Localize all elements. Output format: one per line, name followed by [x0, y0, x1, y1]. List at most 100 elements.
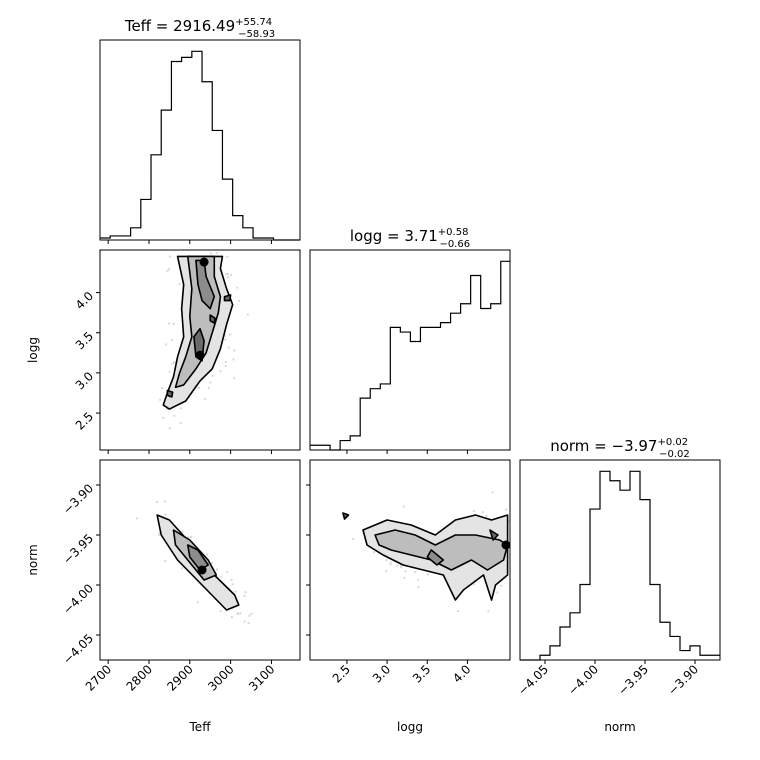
sample-point — [224, 338, 227, 341]
histogram-logg — [310, 260, 510, 451]
density-peak-teff-logg-0 — [199, 257, 209, 267]
sample-point — [505, 508, 508, 511]
sample-point — [209, 252, 212, 255]
sample-point — [403, 577, 406, 580]
sample-point — [159, 398, 162, 401]
sample-point — [243, 594, 246, 597]
sample-point — [173, 414, 176, 417]
title-logg: logg = 3.71+0.58 −0.66 — [350, 227, 470, 250]
sample-point — [233, 349, 236, 352]
sample-point — [229, 333, 232, 336]
x-axis-label-norm: norm — [604, 720, 635, 734]
sample-point — [385, 559, 388, 562]
sample-point — [227, 276, 230, 279]
sample-point — [158, 531, 161, 534]
sample-point — [233, 377, 236, 380]
sample-point — [485, 514, 488, 517]
sample-point — [224, 364, 227, 367]
histogram-teff — [100, 50, 300, 241]
contour-logg-norm-2 — [426, 549, 445, 566]
sample-point — [372, 551, 375, 554]
sample-point — [219, 610, 222, 613]
sample-point — [206, 553, 209, 556]
sample-point — [396, 564, 399, 567]
contour-logg-norm-1 — [374, 529, 509, 571]
sample-point — [178, 283, 181, 286]
sample-point — [487, 610, 490, 613]
sample-point — [173, 361, 176, 364]
contour-teff-logg-4 — [209, 314, 216, 324]
sample-point — [165, 343, 168, 346]
sample-point — [417, 578, 420, 581]
sample-point — [169, 255, 172, 258]
sample-point — [157, 533, 160, 536]
density-peak-teff-norm-0 — [197, 565, 207, 575]
sample-point — [210, 561, 213, 564]
sample-point — [179, 421, 182, 424]
contour-logg-norm-3 — [489, 529, 499, 541]
sample-point — [402, 505, 405, 508]
panel-frame-hist-logg — [309, 249, 511, 451]
title-norm: norm = −3.97+0.02 −0.02 — [550, 437, 690, 460]
sample-point — [417, 586, 420, 589]
density-peak-teff-logg-1 — [195, 350, 205, 360]
sample-point — [399, 564, 402, 567]
sample-point — [181, 530, 184, 533]
sample-point — [230, 578, 233, 581]
sample-point — [456, 610, 459, 613]
sample-point — [168, 322, 171, 325]
sample-point — [236, 612, 239, 615]
sample-point — [220, 575, 223, 578]
sample-point — [246, 313, 249, 316]
sample-point — [234, 590, 237, 593]
sample-point — [197, 386, 200, 389]
y-axis-label-logg: logg — [26, 337, 40, 363]
sample-point — [400, 565, 403, 568]
sample-point — [207, 387, 210, 390]
panel-frame-hist-teff — [99, 39, 301, 241]
sample-point — [224, 360, 227, 363]
y-axis-label-norm: norm — [26, 544, 40, 575]
sample-point — [248, 614, 251, 617]
sample-point — [166, 269, 169, 272]
density-peak-logg-norm-0 — [501, 540, 510, 550]
sample-point — [238, 299, 241, 302]
sample-point — [168, 370, 171, 373]
sample-point — [172, 322, 175, 325]
sample-point — [404, 570, 407, 573]
sample-point — [250, 612, 253, 615]
x-axis-label-logg: logg — [397, 720, 423, 734]
sample-point — [171, 362, 174, 365]
panel-frame-logg-norm — [309, 459, 511, 661]
sample-point — [203, 397, 206, 400]
contour-teff-logg-5 — [223, 294, 232, 302]
sample-point — [211, 374, 214, 377]
sample-point — [162, 416, 165, 419]
sample-point — [236, 286, 239, 289]
sample-point — [219, 370, 222, 373]
sample-point — [414, 570, 417, 573]
sample-point — [165, 407, 168, 410]
sample-point — [231, 583, 234, 586]
sample-point — [225, 272, 228, 275]
sample-point — [179, 407, 182, 410]
sample-point — [226, 571, 229, 574]
x-axis-label-teff: Teff — [189, 720, 212, 734]
sample-point — [230, 274, 233, 277]
sample-point — [244, 591, 247, 594]
sample-point — [168, 427, 171, 430]
histogram-norm — [520, 470, 720, 661]
sample-point — [482, 511, 485, 514]
panel-2d-teff-norm — [136, 500, 253, 625]
sample-point — [223, 334, 226, 337]
sample-point — [189, 535, 192, 538]
sample-point — [215, 251, 218, 254]
sample-point — [209, 381, 212, 384]
sample-point — [167, 268, 170, 271]
sample-point — [473, 583, 476, 586]
sample-point — [186, 536, 189, 539]
sample-point — [227, 346, 230, 349]
panel-2d-teff-logg — [159, 251, 249, 430]
sample-point — [136, 517, 139, 520]
